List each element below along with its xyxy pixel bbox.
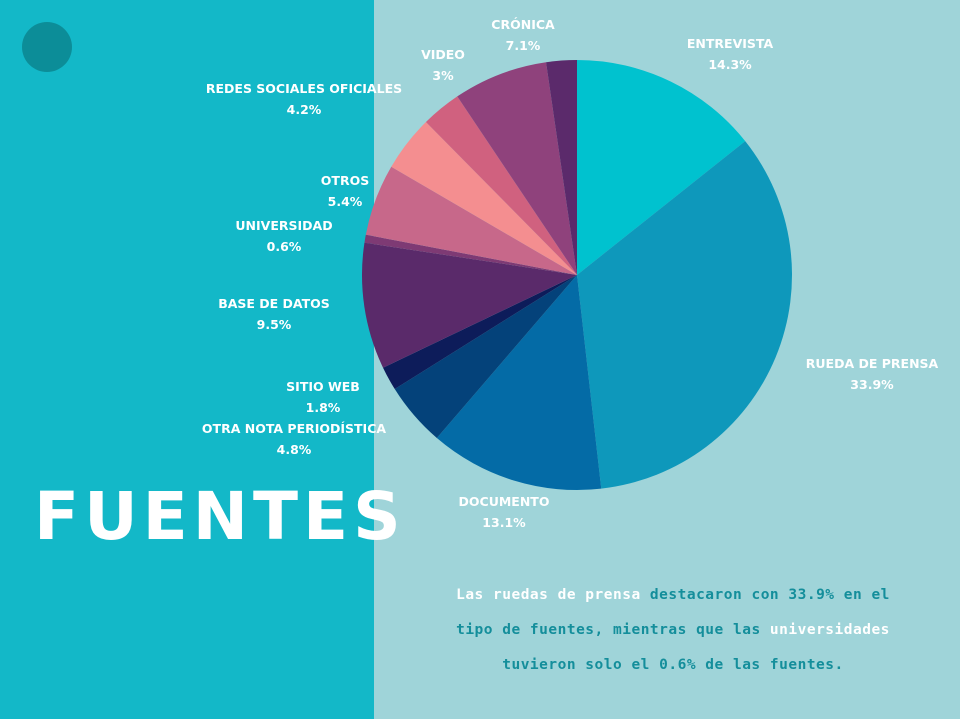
slice-label-value: 5.4%: [327, 194, 363, 209]
pie-slice-remainder: [546, 60, 577, 275]
pie-slice-video: [425, 96, 577, 275]
slice-label: REDES SOCIALES OFICIALES 4.2%: [206, 78, 402, 120]
slice-label: VIDEO 3%: [421, 44, 465, 86]
pie-slice-rueda-de-prensa: [577, 141, 792, 489]
slice-label-name: BASE DE DATOS: [218, 296, 330, 311]
slice-label-value: 9.5%: [256, 317, 292, 332]
pie-slice-crónica: [457, 62, 577, 275]
pie-slice-base-de-datos: [361, 242, 577, 368]
slice-label: UNIVERSIDAD 0.6%: [235, 215, 332, 257]
caption-text-3: tuvieron solo el 0.6% de las fuentes.: [502, 657, 844, 673]
page-title: FUENTES: [34, 478, 406, 555]
slice-label-name: OTROS: [320, 173, 370, 188]
slice-label-value: 4.2%: [286, 102, 322, 117]
slice-label: ENTREVISTA 14.3%: [687, 33, 773, 75]
slice-label: OTRA NOTA PERIODÍSTICA 4.8%: [202, 418, 386, 460]
slice-label-name: OTRA NOTA PERIODÍSTICA: [201, 421, 387, 436]
pie-slice-sitio-web: [383, 275, 577, 390]
slice-label-value: 1.8%: [305, 400, 341, 415]
slice-label-value: 4.8%: [276, 442, 312, 457]
caption-line-1: Las ruedas de prensa destacaron con 33.9…: [398, 578, 948, 613]
pie-slice-entrevista: [577, 60, 746, 275]
slice-label-name: RUEDA DE PRENSA: [805, 356, 939, 371]
slice-label-value: 0.6%: [266, 239, 302, 254]
caption-highlight-2: universidades: [760, 622, 890, 638]
slice-label: CRÓNICA 7.1%: [491, 14, 554, 56]
caption-highlight-1: Las ruedas de prensa: [456, 587, 641, 603]
caption-line-2: tipo de fuentes, mientras que las univer…: [398, 613, 948, 648]
slice-label-name: REDES SOCIALES OFICIALES: [205, 81, 403, 96]
slice-label-value: 14.3%: [708, 57, 752, 72]
slice-label-name: DOCUMENTO: [458, 494, 550, 509]
slice-label: OTROS 5.4%: [321, 170, 369, 212]
slice-label-name: UNIVERSIDAD: [235, 218, 333, 233]
slice-label-name: CRÓNICA: [491, 17, 555, 32]
slice-label: BASE DE DATOS 9.5%: [218, 293, 330, 335]
slice-label-value: 13.1%: [482, 515, 526, 530]
caption-text-2: tipo de fuentes, mientras que las: [456, 622, 761, 638]
caption-line-3: tuvieron solo el 0.6% de las fuentes.: [398, 648, 948, 683]
slice-label-value: 3%: [432, 68, 454, 83]
pie-slice-otra-nota-periodística: [394, 275, 577, 439]
slice-label: RUEDA DE PRENSA 33.9%: [806, 353, 938, 395]
pie-slice-documento: [436, 275, 602, 491]
slice-label-value: 33.9%: [850, 377, 894, 392]
caption: Las ruedas de prensa destacaron con 33.9…: [398, 578, 948, 683]
slice-label: SITIO WEB 1.8%: [286, 376, 360, 418]
pie-slice-redes-sociales-oficiales: [391, 122, 577, 276]
pie-slice-universidad: [364, 234, 577, 275]
left-panel: [0, 0, 374, 719]
slice-label-name: SITIO WEB: [286, 379, 360, 394]
slice-label-name: ENTREVISTA: [686, 36, 774, 51]
pie-slice-otros: [365, 166, 577, 275]
slice-label: DOCUMENTO 13.1%: [459, 491, 550, 533]
caption-text-1: destacaron con 33.9% en el: [640, 587, 890, 603]
decorative-circle: [22, 22, 72, 72]
slice-label-value: 7.1%: [505, 38, 541, 53]
slice-label-name: VIDEO: [421, 47, 465, 62]
